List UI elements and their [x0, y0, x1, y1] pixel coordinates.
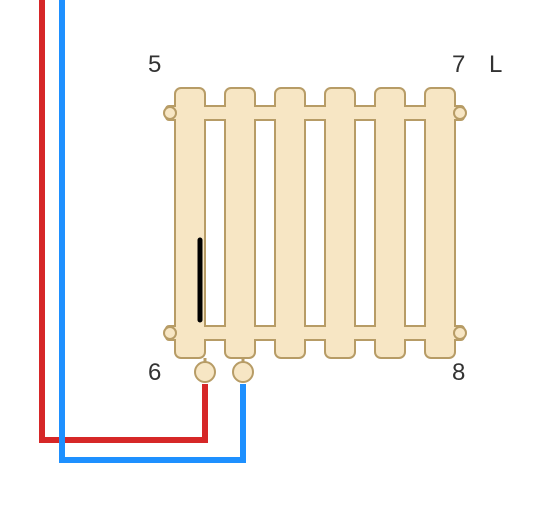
label-8: 8: [452, 359, 465, 386]
valve-return: [233, 362, 253, 382]
radiator-header-top-fill: [167, 107, 463, 119]
radiator-header-bottom-fill: [167, 327, 463, 339]
radiator-column: [225, 88, 255, 358]
plug-bottom-left: [164, 327, 176, 339]
radiator-column: [425, 88, 455, 358]
radiator-column: [275, 88, 305, 358]
radiator-column: [325, 88, 355, 358]
plug-top-left: [164, 107, 176, 119]
label-7: 7: [452, 51, 465, 78]
plug-bottom-right: [454, 327, 466, 339]
radiator-column: [375, 88, 405, 358]
label-5: 5: [148, 51, 161, 78]
label-L: L: [489, 51, 502, 78]
plug-top-right: [454, 107, 466, 119]
valve-supply: [195, 362, 215, 382]
label-6: 6: [148, 359, 161, 386]
